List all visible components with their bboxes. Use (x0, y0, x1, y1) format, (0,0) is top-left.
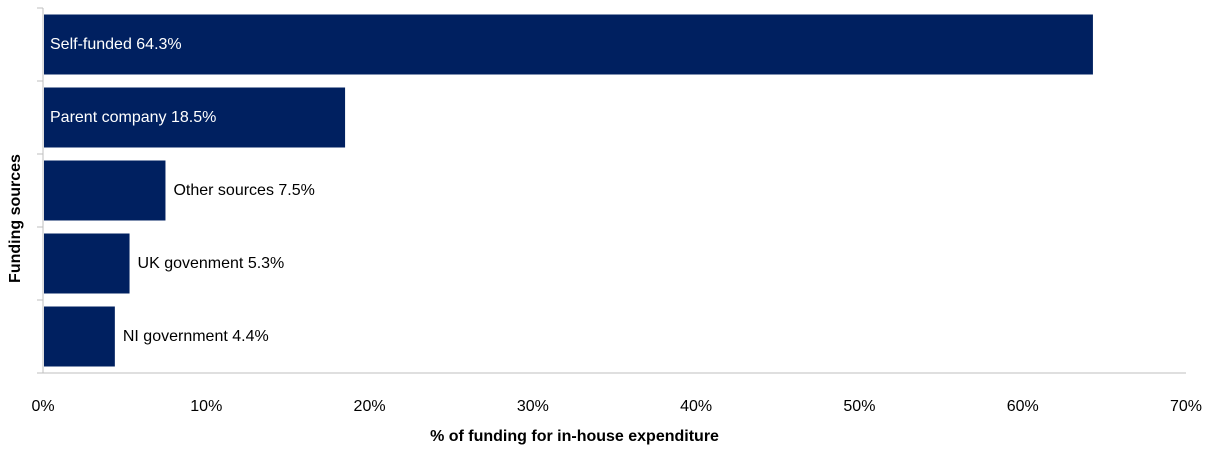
x-axis-title: % of funding for in-house expenditure (430, 428, 719, 445)
x-tick-label: 50% (843, 398, 875, 415)
bar-label: Parent company 18.5% (50, 109, 216, 126)
x-tick-label: 70% (1170, 398, 1202, 415)
x-tick-label: 30% (517, 398, 549, 415)
bar-label: Self-funded 64.3% (50, 36, 182, 53)
bar-self-funded (44, 14, 1093, 75)
x-tick-label: 0% (31, 398, 54, 415)
bar-ni-government (44, 306, 115, 367)
bar-label: UK govenment 5.3% (138, 255, 285, 272)
axis-layer (42, 8, 1186, 374)
x-tick-label: 10% (190, 398, 222, 415)
x-tick-label: 20% (354, 398, 386, 415)
y-axis-title: Funding sources (7, 154, 24, 283)
x-tick-label: 40% (680, 398, 712, 415)
bars-layer: Self-funded 64.3% Parent company 18.5% Oth… (44, 14, 1093, 367)
bar-other-sources (44, 160, 166, 221)
x-tick-label: 60% (1007, 398, 1039, 415)
ticks-layer: 0% 10% 20% 30% 40% 50% 60% 70% (31, 7, 1202, 415)
bar-uk-govenment (44, 233, 130, 294)
bar-label: Other sources 7.5% (173, 182, 314, 199)
bar-parent-company (44, 87, 346, 148)
bar-label: NI government 4.4% (123, 328, 269, 345)
